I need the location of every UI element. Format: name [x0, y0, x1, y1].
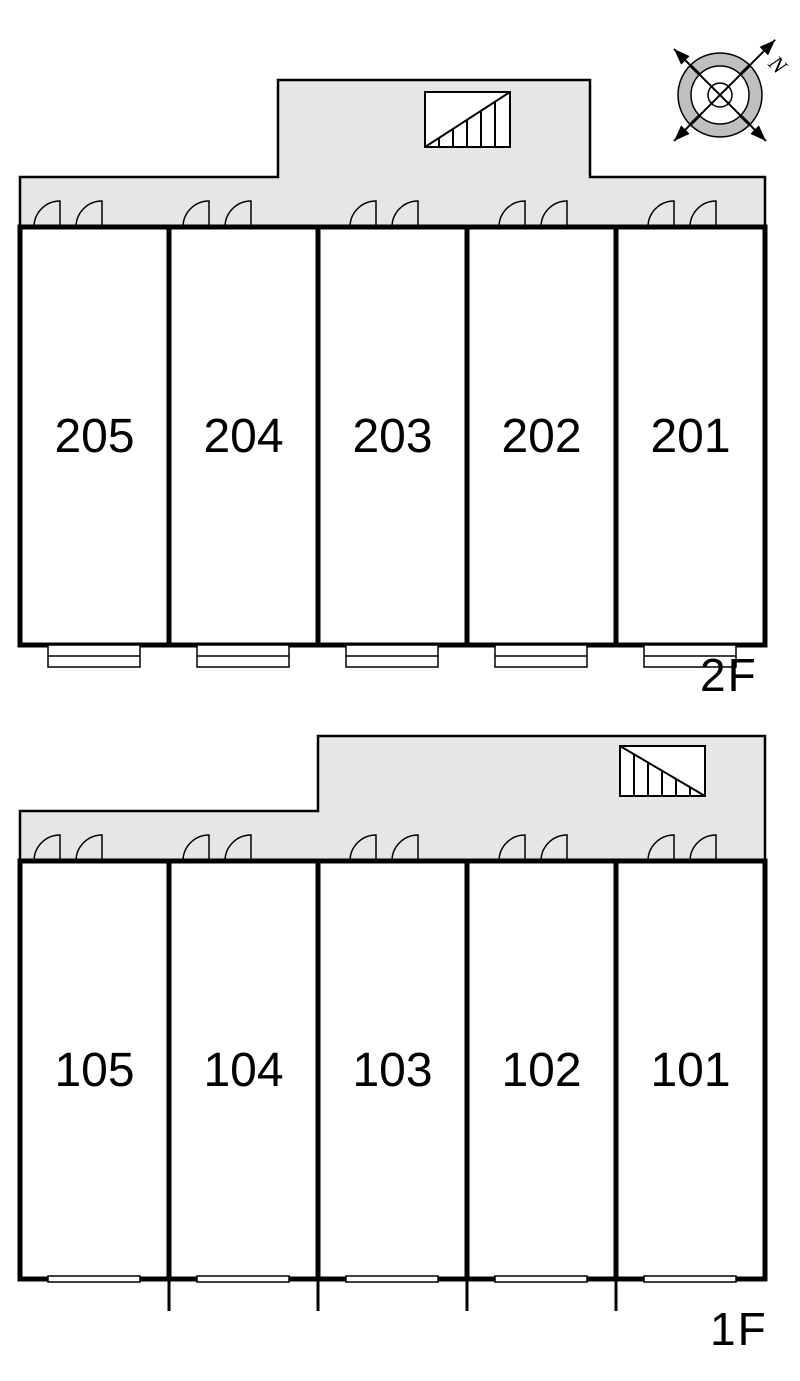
rooms-2f: 205 204 203 202 201	[20, 227, 765, 645]
room-label: 105	[54, 1044, 134, 1097]
room-label: 202	[501, 410, 581, 463]
floorplan-svg: N	[0, 0, 800, 1381]
compass-icon: N	[628, 0, 800, 187]
room-label: 101	[650, 1044, 730, 1097]
rooms-1f: 105 104 103 102 101	[20, 861, 765, 1279]
windows-2f	[48, 645, 736, 667]
room-label: 201	[650, 410, 730, 463]
room-label: 205	[54, 410, 134, 463]
floorplan-canvas: 2F 1F	[0, 0, 800, 1381]
room-label: 102	[501, 1044, 581, 1097]
floor-label-1f: 1F	[710, 1302, 768, 1356]
room-label: 103	[352, 1044, 432, 1097]
room-label: 204	[203, 410, 283, 463]
floor-2f: 205 204 203 202 201	[20, 80, 765, 667]
stairs-icon-1f	[620, 746, 705, 796]
stairs-icon-2f	[425, 92, 510, 147]
room-label: 203	[352, 410, 432, 463]
floor-label-2f: 2F	[700, 648, 758, 702]
corridor-2f	[20, 80, 765, 227]
room-label: 104	[203, 1044, 283, 1097]
floor-1f: 105 104 103 102 101	[20, 736, 765, 1311]
